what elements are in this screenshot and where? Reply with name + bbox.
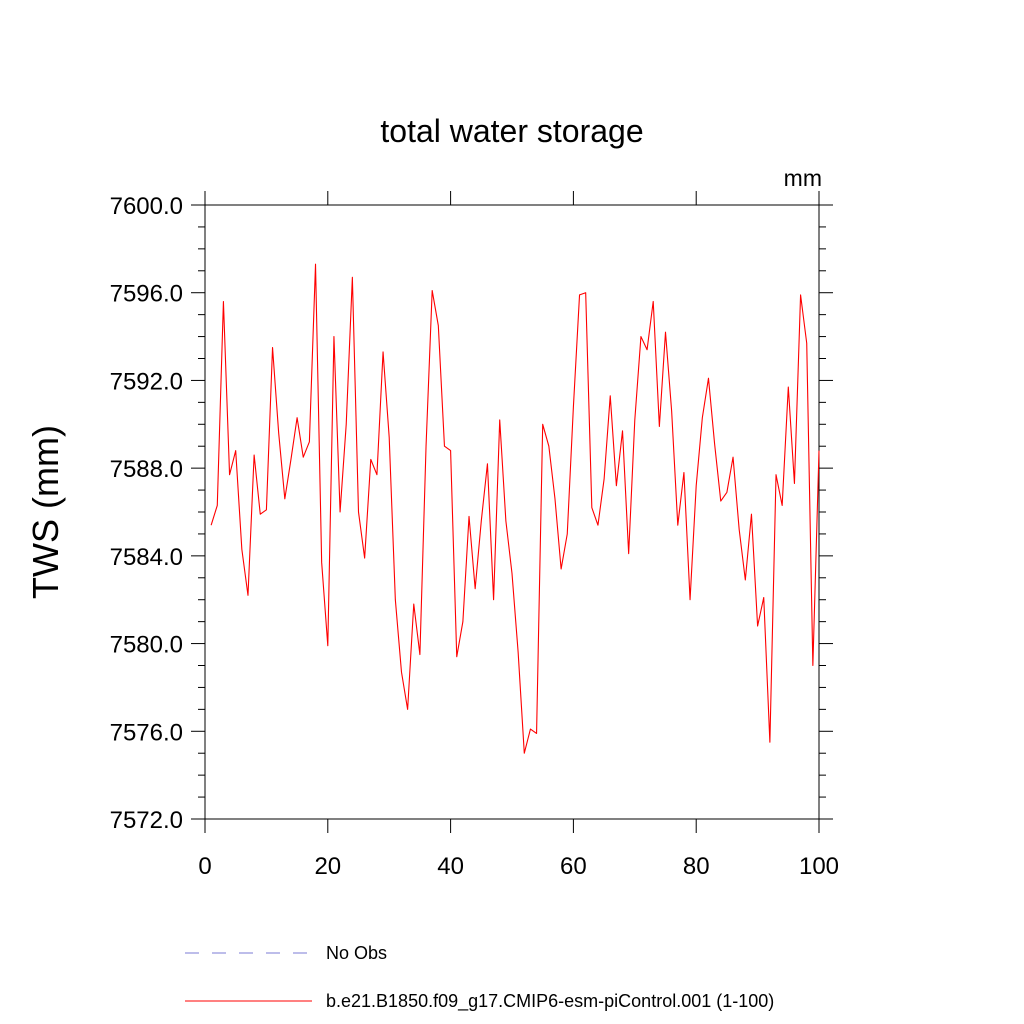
y-tick-label: 7576.0 [110, 719, 183, 746]
series-line [210, 263, 820, 754]
x-tick-label: 100 [799, 853, 839, 880]
x-tick-label: 0 [198, 853, 211, 880]
x-tick-label: 40 [437, 853, 464, 880]
y-tick-label: 7600.0 [110, 193, 183, 220]
y-tick-label: 7588.0 [110, 456, 183, 483]
y-tick-label: 7592.0 [110, 368, 183, 395]
x-tick-label: 20 [314, 853, 341, 880]
units-label: mm [784, 165, 822, 191]
x-tick-label: 60 [560, 853, 587, 880]
axis-ticks [191, 191, 833, 833]
legend: No Obs b.e21.B1850.f09_g17.CMIP6-esm-piC… [185, 943, 774, 1012]
legend-no-obs-label: No Obs [326, 943, 387, 963]
chart-title: total water storage [380, 113, 643, 149]
axis-tick-labels: 7572.0 7576.0 7580.0 7584.0 7588.0 7592.0 7596… [110, 193, 839, 880]
x-tick-label: 80 [683, 853, 710, 880]
y-tick-label: 7572.0 [110, 807, 183, 834]
y-tick-label: 7580.0 [110, 632, 183, 659]
y-axis-label: TWS (mm) [25, 425, 66, 599]
y-tick-label: 7596.0 [110, 281, 183, 308]
plot-frame [204, 204, 820, 820]
y-tick-label: 7584.0 [110, 544, 183, 571]
legend-series-label: b.e21.B1850.f09_g17.CMIP6-esm-piControl.… [326, 991, 774, 1012]
